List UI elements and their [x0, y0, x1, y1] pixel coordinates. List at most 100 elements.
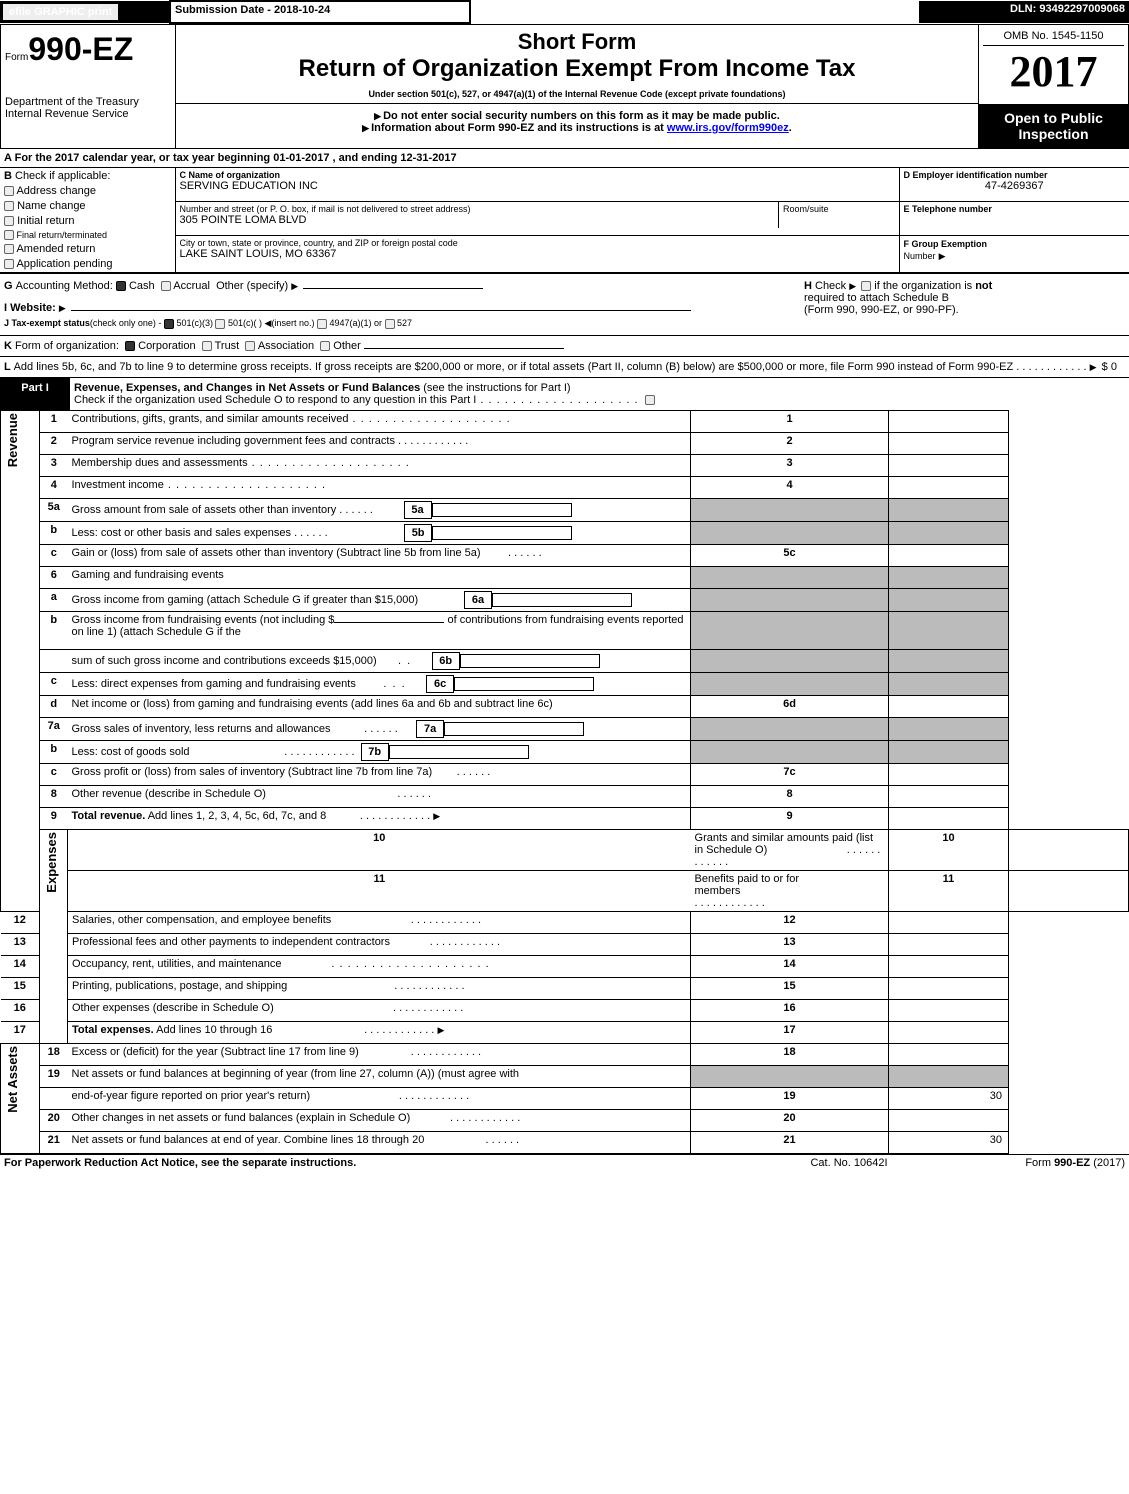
checkbox-address-change[interactable]	[4, 186, 14, 196]
line-5c-text: Gain or (loss) from sale of assets other…	[72, 547, 481, 559]
city-value: LAKE SAINT LOUIS, MO 63367	[180, 248, 895, 260]
tax-year-end: 12-31-2017	[400, 152, 456, 164]
label-amended-return: Amended return	[16, 243, 95, 255]
label-cash: Cash	[129, 280, 155, 292]
line-21-value: 30	[889, 1132, 1009, 1154]
arrow-icon	[433, 810, 442, 822]
line-15-text: Printing, publications, postage, and shi…	[72, 980, 287, 992]
checkbox-4947a1[interactable]	[317, 319, 327, 329]
line-19-2-text: end-of-year figure reported on prior yea…	[72, 1090, 311, 1102]
line-a-text: For the 2017 calendar year, or tax year …	[15, 152, 274, 164]
checkbox-amended-return[interactable]	[4, 244, 14, 254]
line-l-text: Add lines 5b, 6c, and 7b to line 9 to de…	[14, 361, 1014, 373]
insert-no: (insert no.)	[271, 318, 314, 328]
room-suite-label: Room/suite	[783, 204, 895, 214]
checkbox-corporation[interactable]	[125, 341, 135, 351]
subtitle: Under section 501(c), 527, or 4947(a)(1)…	[186, 89, 968, 99]
f-number-label: Number	[904, 251, 936, 261]
line-17-text: Add lines 10 through 16	[154, 1024, 273, 1036]
top-bar: efile GRAPHIC print Submission Date - 20…	[0, 0, 1129, 24]
h-text: if the organization is	[874, 280, 975, 292]
line-13-text: Professional fees and other payments to …	[72, 936, 390, 948]
org-name: SERVING EDUCATION INC	[180, 180, 895, 192]
checkbox-501c[interactable]	[215, 319, 225, 329]
no-ssn-note: Do not enter social security numbers on …	[383, 110, 780, 122]
form-number: Form990-EZ	[5, 31, 171, 68]
label-other: Other	[333, 340, 361, 352]
footer-form-word: Form	[1025, 1157, 1054, 1169]
part-i-lines: Revenue 1Contributions, gifts, grants, a…	[0, 410, 1129, 1154]
checkbox-name-change[interactable]	[4, 201, 14, 211]
part-i-note: (see the instructions for Part I)	[423, 382, 570, 394]
label-application-pending: Application pending	[16, 258, 112, 270]
tax-year: 2017	[983, 46, 1124, 97]
line-19-text: Net assets or fund balances at beginning…	[72, 1068, 520, 1080]
city-label: City or town, state or province, country…	[180, 238, 895, 248]
checkbox-schedule-b[interactable]	[861, 281, 871, 291]
label-address-change: Address change	[16, 185, 96, 197]
part-i-title: Revenue, Expenses, and Changes in Net As…	[74, 382, 420, 394]
street-label: Number and street (or P. O. box, if mail…	[180, 204, 775, 214]
label-other-specify: Other (specify)	[216, 280, 288, 292]
checkbox-527[interactable]	[385, 319, 395, 329]
street-value: 305 POINTE LOMA BLVD	[180, 214, 775, 226]
line-5a-text: Gross amount from sale of assets other t…	[72, 504, 337, 516]
line-a: A For the 2017 calendar year, or tax yea…	[0, 149, 1129, 168]
checkbox-final-return[interactable]	[4, 230, 14, 240]
checkbox-application-pending[interactable]	[4, 259, 14, 269]
line-20-text: Other changes in net assets or fund bala…	[72, 1112, 411, 1124]
check-if-applicable: Check if applicable:	[15, 170, 110, 182]
label-name-change: Name change	[17, 200, 86, 212]
line-6c-text: Less: direct expenses from gaming and fu…	[72, 678, 356, 690]
line-17-bold: Total expenses.	[72, 1024, 154, 1036]
label-501c: 501(c)( )	[228, 318, 262, 328]
footer-form-number: 990-EZ	[1054, 1157, 1090, 1169]
line-a-mid: , and ending	[333, 152, 401, 164]
line-8-text: Other revenue (describe in Schedule O)	[72, 788, 266, 800]
arrow-icon	[939, 250, 948, 262]
line-9-bold: Total revenue.	[72, 810, 146, 822]
label-4947a1: 4947(a)(1) or	[329, 318, 382, 328]
h-required-text: required to attach Schedule B	[804, 292, 1125, 304]
efile-print-button[interactable]: efile GRAPHIC print	[2, 3, 119, 21]
short-form-title: Short Form	[186, 29, 968, 55]
tax-exempt-label: Tax-exempt status	[12, 318, 90, 328]
expenses-section-label: Expenses	[44, 832, 59, 893]
line-11-text: Benefits paid to or for members	[695, 873, 800, 897]
info-line: Information about Form 990-EZ and its in…	[371, 122, 667, 134]
dept-treasury: Department of the Treasury	[5, 96, 171, 108]
checkbox-sched-o-part-i[interactable]	[645, 395, 655, 405]
ghij-block: G Accounting Method: Cash Accrual Other …	[0, 274, 1129, 336]
h-not: not	[975, 280, 992, 292]
checkbox-cash[interactable]	[116, 281, 126, 291]
label-501c3: 501(c)(3)	[176, 318, 213, 328]
checkbox-other[interactable]	[320, 341, 330, 351]
irs-label: Internal Revenue Service	[5, 108, 171, 120]
arrow-icon	[437, 1024, 446, 1036]
label-initial-return: Initial return	[17, 215, 74, 227]
checkbox-accrual[interactable]	[161, 281, 171, 291]
line-4-text: Investment income	[72, 479, 164, 491]
label-accrual: Accrual	[173, 280, 210, 292]
line-14-text: Occupancy, rent, utilities, and maintena…	[72, 958, 282, 970]
ein-value: 47-4269367	[904, 180, 1126, 192]
entity-block: B Check if applicable: Address change Na…	[0, 168, 1129, 275]
irs-link[interactable]: www.irs.gov/form990ez	[667, 122, 789, 134]
arrow-icon	[362, 122, 371, 134]
checkbox-501c3[interactable]	[164, 319, 174, 329]
label-trust: Trust	[215, 340, 240, 352]
checkbox-association[interactable]	[245, 341, 255, 351]
part-i-label: Part I	[0, 378, 70, 410]
line-18-text: Excess or (deficit) for the year (Subtra…	[72, 1046, 359, 1058]
line-6a-text: Gross income from gaming (attach Schedul…	[72, 594, 419, 606]
checkbox-initial-return[interactable]	[4, 216, 14, 226]
line-5b-text: Less: cost or other basis and sales expe…	[72, 527, 292, 539]
checkbox-trust[interactable]	[202, 341, 212, 351]
label-association: Association	[258, 340, 314, 352]
label-final-return: Final return/terminated	[17, 230, 108, 240]
label-corporation: Corporation	[138, 340, 195, 352]
e-phone-label: E Telephone number	[904, 204, 1126, 214]
line-9-text: Add lines 1, 2, 3, 4, 5c, 6d, 7c, and 8	[145, 810, 326, 822]
page-footer: For Paperwork Reduction Act Notice, see …	[0, 1154, 1129, 1171]
h-form-text: (Form 990, 990-EZ, or 990-PF).	[804, 304, 1125, 316]
